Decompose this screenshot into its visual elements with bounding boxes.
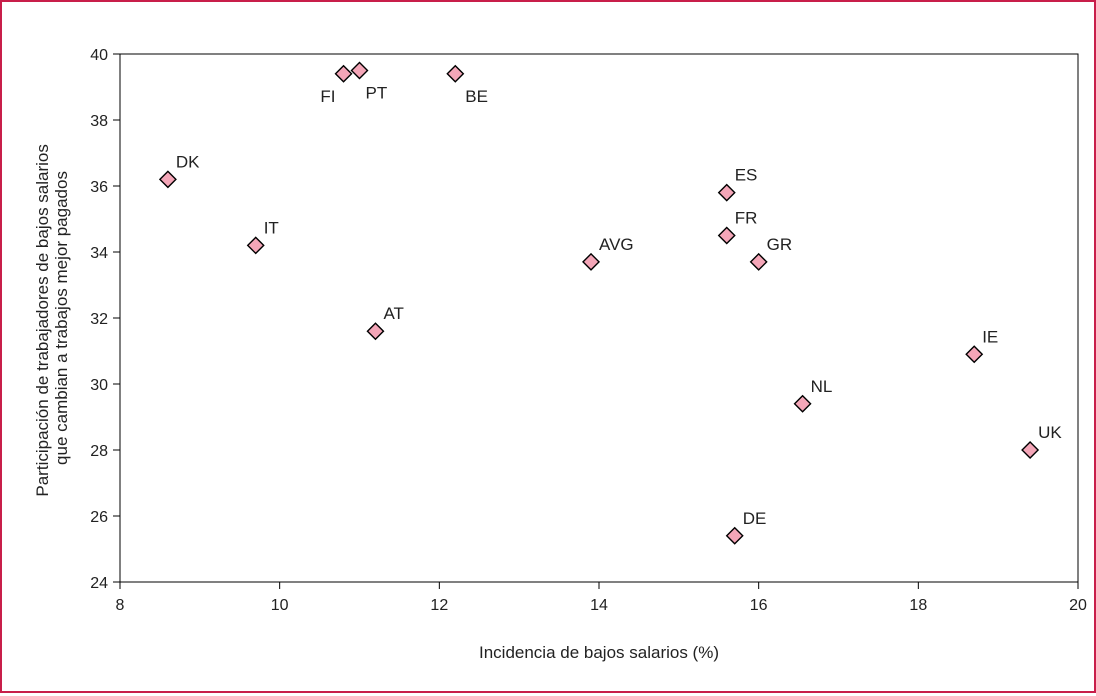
point-label-ie: IE [982, 327, 998, 346]
point-label-it: IT [264, 218, 279, 237]
point-marker-pt [350, 61, 369, 80]
y-axis-title-line2: que cambian a trabajos mejor pagados [52, 171, 71, 465]
x-tick-label: 8 [116, 597, 125, 614]
point-marker-fr [717, 226, 736, 245]
y-axis-title: Participación de trabajadores de bajos s… [33, 139, 71, 496]
x-axis: 8 10 12 14 16 18 20 [116, 582, 1087, 614]
y-tick-label: 40 [90, 47, 108, 64]
point-label-be: BE [465, 87, 488, 106]
point-marker-es [717, 183, 736, 202]
point-label-at: AT [383, 304, 403, 323]
x-tick-label: 16 [750, 597, 768, 614]
y-tick-label: 36 [90, 179, 108, 196]
point-marker-ie [965, 345, 984, 364]
point-marker-avg [582, 252, 601, 271]
y-tick-label: 32 [90, 311, 108, 328]
point-label-nl: NL [811, 377, 833, 396]
point-label-fr: FR [735, 209, 758, 228]
point-label-de: DE [743, 509, 767, 528]
x-tick-label: 12 [430, 597, 448, 614]
point-marker-fi [334, 64, 353, 83]
x-tick-label: 14 [590, 597, 608, 614]
x-tick-label: 18 [909, 597, 927, 614]
x-axis-title: Incidencia de bajos salarios (%) [479, 643, 719, 662]
point-marker-gr [749, 252, 768, 271]
y-tick-label: 24 [90, 575, 108, 592]
point-marker-nl [793, 394, 812, 413]
y-axis-title-line1: Participación de trabajadores de bajos s… [33, 144, 52, 496]
point-label-gr: GR [767, 235, 793, 254]
data-points: DK IT FI PT AT BE AVG ES FR DE GR NL IE UK [158, 61, 1062, 545]
point-marker-uk [1021, 441, 1040, 459]
y-tick-label: 30 [90, 377, 108, 394]
y-axis: 24 26 28 30 32 34 36 38 40 [90, 47, 120, 592]
point-label-dk: DK [176, 152, 200, 171]
point-label-es: ES [735, 166, 758, 185]
point-marker-at [366, 322, 385, 341]
point-label-avg: AVG [599, 235, 634, 254]
point-marker-it [246, 236, 265, 255]
point-label-fi: FI [320, 87, 335, 106]
point-marker-de [725, 526, 744, 545]
x-tick-label: 20 [1069, 597, 1087, 614]
point-label-uk: UK [1038, 423, 1062, 442]
point-label-pt: PT [366, 84, 388, 103]
point-marker-be [446, 64, 465, 83]
y-tick-label: 34 [90, 245, 108, 262]
y-tick-label: 28 [90, 443, 108, 460]
y-tick-label: 38 [90, 113, 108, 130]
point-marker-dk [158, 170, 177, 189]
y-tick-label: 26 [90, 509, 108, 526]
plot-area [119, 53, 1079, 583]
x-tick-label: 10 [271, 597, 289, 614]
